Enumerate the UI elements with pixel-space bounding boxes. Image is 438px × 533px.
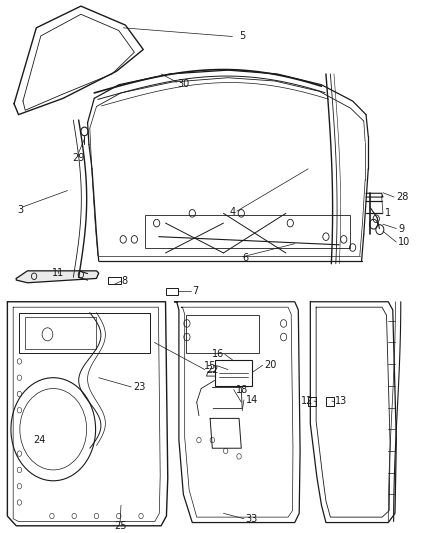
Text: 23: 23	[133, 382, 145, 392]
Text: 14: 14	[246, 395, 258, 405]
Text: 15: 15	[204, 361, 216, 371]
Text: 24: 24	[34, 435, 46, 445]
Text: 4: 4	[230, 207, 236, 217]
Text: 22: 22	[207, 365, 219, 375]
Text: 18: 18	[236, 385, 248, 394]
Bar	[326, 397, 334, 407]
Text: 33: 33	[246, 514, 258, 524]
Bar	[308, 397, 316, 407]
Text: 20: 20	[265, 360, 277, 370]
Text: 6: 6	[243, 253, 249, 263]
Bar	[108, 277, 121, 285]
Text: 3: 3	[18, 205, 24, 215]
Text: 25: 25	[114, 521, 126, 531]
Bar	[25, 318, 96, 349]
Bar	[186, 316, 259, 353]
Text: 28: 28	[396, 192, 408, 202]
Text: 30: 30	[177, 79, 190, 88]
Text: 8: 8	[121, 276, 127, 286]
Text: 16: 16	[212, 349, 224, 359]
Bar	[18, 313, 150, 353]
Text: 1: 1	[385, 208, 391, 219]
Text: 12: 12	[300, 396, 313, 406]
Bar	[166, 288, 178, 295]
Polygon shape	[16, 271, 99, 283]
Text: 5: 5	[239, 31, 245, 42]
Text: 7: 7	[192, 286, 198, 296]
Text: 9: 9	[398, 223, 404, 233]
Bar	[145, 215, 350, 247]
Text: 29: 29	[72, 153, 85, 163]
Bar	[215, 360, 252, 386]
Text: 13: 13	[335, 396, 347, 406]
Text: 10: 10	[398, 237, 410, 247]
Text: 11: 11	[52, 268, 64, 278]
